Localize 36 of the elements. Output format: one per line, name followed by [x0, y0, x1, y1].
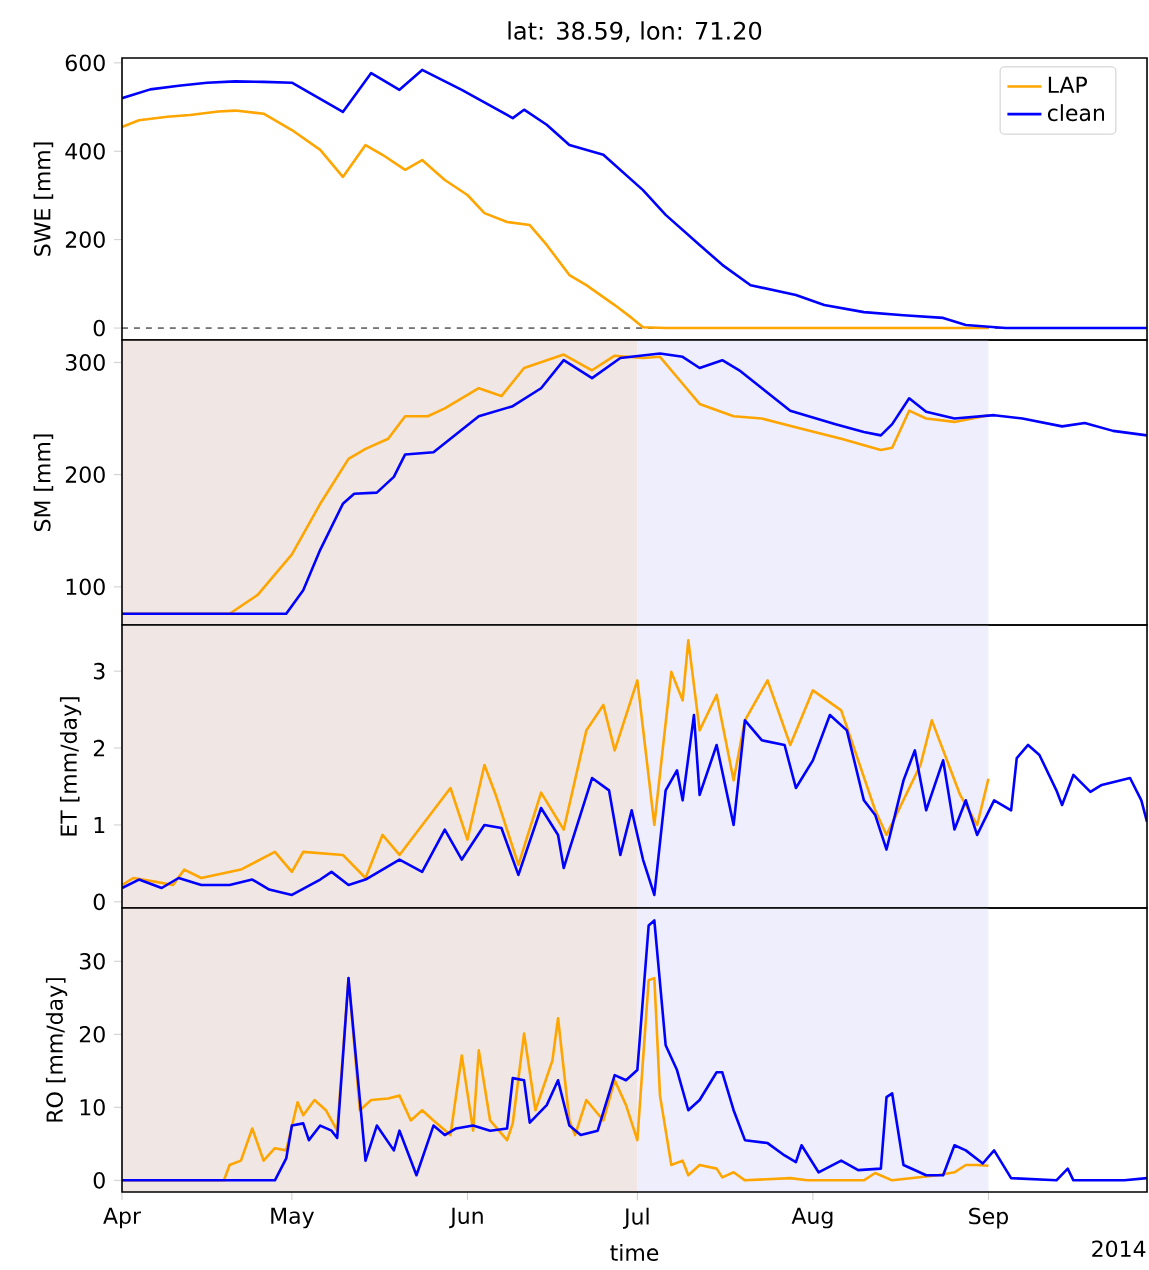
legend-label: LAP	[1048, 76, 1087, 93]
y-tick-label: 2	[93, 739, 105, 757]
line-series	[122, 639, 990, 887]
y-tick-label: 200	[65, 231, 105, 248]
x-tick-label: Apr	[103, 1207, 142, 1229]
y-tick-label: 400	[65, 142, 105, 160]
y-axis-title: ET [mm/day]	[59, 697, 82, 836]
y-axis-title: RO [mm/day]	[45, 978, 68, 1122]
x-tick-label: Aug	[791, 1207, 833, 1229]
x-tick-label: May	[271, 1207, 314, 1229]
x-tick-label: Sep	[969, 1207, 1008, 1229]
line-series	[122, 919, 1148, 1182]
y-tick-label: 600	[65, 54, 105, 72]
y-tick-label: 1	[94, 816, 105, 833]
x-tick-label: Jun	[449, 1207, 483, 1229]
y-axis-title: SWE [mm]	[33, 142, 54, 256]
y-tick-label: 0	[93, 319, 105, 337]
y-tick-label: 20	[79, 1025, 105, 1043]
y-tick-label: 100	[66, 578, 105, 596]
line-series	[122, 352, 1148, 616]
line-series	[122, 68, 1148, 330]
y-tick-label: 30	[79, 952, 105, 970]
line-series	[122, 109, 990, 330]
y-tick-label: 0	[93, 1171, 105, 1189]
legend-label: clean	[1047, 104, 1105, 122]
y-tick-label: 3	[93, 662, 105, 680]
y-tick-label: 0	[93, 893, 105, 911]
x-axis-title: time	[610, 1243, 659, 1261]
x-tick-label: Jul	[622, 1207, 649, 1229]
y-tick-label: 10	[80, 1098, 105, 1116]
y-tick-label: 300	[65, 354, 105, 371]
y-tick-label: 200	[65, 466, 105, 483]
text: 2014	[1092, 1240, 1146, 1258]
line-series	[122, 713, 1148, 897]
y-axis-title: SM [mm]	[33, 434, 54, 532]
chart-title: lat: 38.59, lon: 71.20	[508, 21, 762, 43]
